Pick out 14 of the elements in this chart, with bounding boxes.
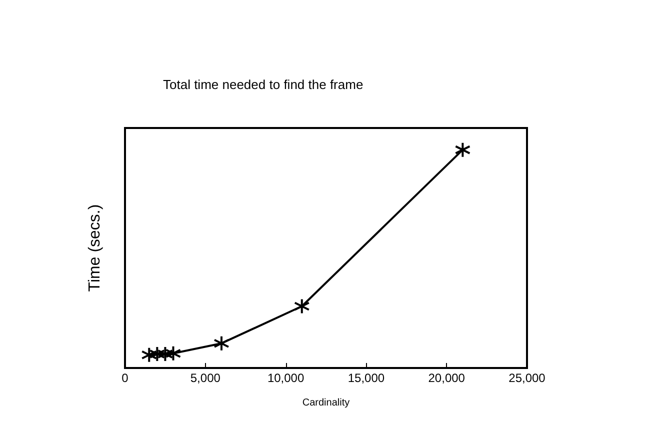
x-tick-label: 20,000 bbox=[428, 371, 466, 385]
x-axis-title: Cardinality bbox=[302, 398, 350, 408]
x-tick-label: 5,000 bbox=[190, 371, 221, 385]
point bbox=[454, 142, 471, 158]
x-tick-label: 25,000 bbox=[508, 371, 546, 385]
x-tick-label: 15,000 bbox=[348, 371, 385, 385]
chart-title: Total time needed to find the frame bbox=[163, 77, 364, 92]
point bbox=[294, 298, 310, 314]
y-axis-title: Time (secs.) bbox=[86, 204, 104, 292]
point bbox=[165, 345, 182, 362]
x-tick-label: 10,000 bbox=[267, 371, 304, 385]
point bbox=[213, 335, 230, 352]
point bbox=[141, 346, 158, 363]
x-tick-label: 0 bbox=[122, 371, 129, 385]
